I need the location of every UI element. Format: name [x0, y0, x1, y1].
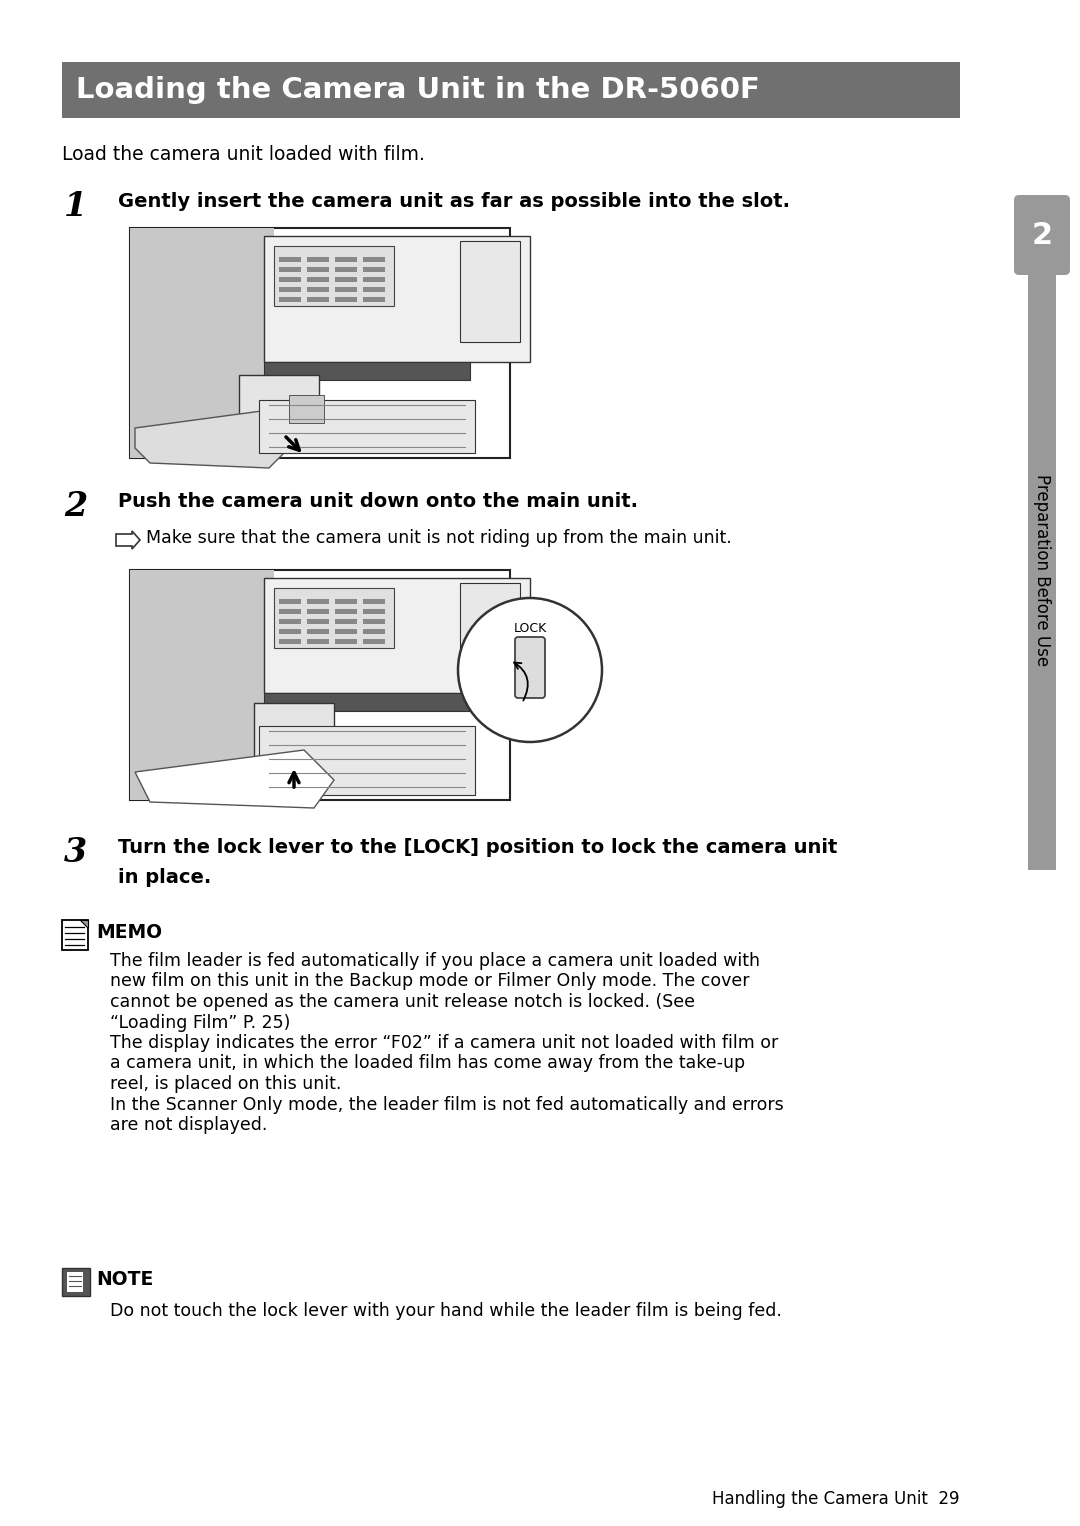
Bar: [130, 227, 510, 458]
Bar: [335, 287, 357, 291]
FancyBboxPatch shape: [515, 636, 545, 697]
Bar: [279, 298, 301, 302]
Text: are not displayed.: are not displayed.: [110, 1116, 268, 1134]
Bar: [363, 629, 384, 633]
Bar: [254, 703, 334, 758]
Text: In the Scanner Only mode, the leader film is not fed automatically and errors: In the Scanner Only mode, the leader fil…: [110, 1096, 784, 1114]
Bar: [363, 639, 384, 644]
Bar: [335, 278, 357, 282]
Bar: [62, 63, 960, 118]
Text: Gently insert the camera unit as far as possible into the slot.: Gently insert the camera unit as far as …: [118, 192, 789, 211]
Bar: [279, 629, 301, 633]
Bar: [335, 629, 357, 633]
Bar: [279, 639, 301, 644]
Text: Preparation Before Use: Preparation Before Use: [1032, 475, 1051, 665]
Bar: [289, 395, 324, 423]
Text: 2: 2: [1031, 220, 1053, 249]
Bar: [279, 287, 301, 291]
Text: Loading the Camera Unit in the DR-5060F: Loading the Camera Unit in the DR-5060F: [76, 76, 760, 104]
Text: 1: 1: [64, 191, 87, 223]
Bar: [335, 639, 357, 644]
Bar: [363, 256, 384, 262]
Text: cannot be opened as the camera unit release notch is locked. (See: cannot be opened as the camera unit rele…: [110, 993, 696, 1012]
Text: new film on this unit in the Backup mode or Filmer Only mode. The cover: new film on this unit in the Backup mode…: [110, 972, 750, 990]
Bar: [460, 241, 519, 342]
Bar: [335, 609, 357, 613]
Bar: [264, 693, 470, 711]
Text: Turn the lock lever to the [LOCK] position to lock the camera unit: Turn the lock lever to the [LOCK] positi…: [118, 838, 837, 858]
Bar: [363, 600, 384, 604]
Text: Load the camera unit loaded with film.: Load the camera unit loaded with film.: [62, 145, 424, 163]
Bar: [1028, 211, 1056, 870]
Text: The display indicates the error “F02” if a camera unit not loaded with film or: The display indicates the error “F02” if…: [110, 1035, 779, 1051]
Text: Handling the Camera Unit  29: Handling the Camera Unit 29: [713, 1489, 960, 1508]
Bar: [307, 620, 329, 624]
Bar: [239, 375, 319, 426]
Text: LOCK: LOCK: [513, 623, 546, 635]
Bar: [335, 256, 357, 262]
Text: 3: 3: [64, 836, 87, 868]
Text: Do not touch the lock lever with your hand while the leader film is being fed.: Do not touch the lock lever with your ha…: [110, 1302, 782, 1320]
Bar: [307, 256, 329, 262]
Bar: [363, 609, 384, 613]
Bar: [279, 620, 301, 624]
Bar: [307, 298, 329, 302]
Bar: [307, 639, 329, 644]
Text: reel, is placed on this unit.: reel, is placed on this unit.: [110, 1074, 341, 1093]
Polygon shape: [135, 749, 334, 807]
Bar: [264, 362, 470, 380]
Bar: [62, 1268, 90, 1296]
Bar: [279, 609, 301, 613]
Bar: [335, 298, 357, 302]
Bar: [259, 400, 475, 453]
Bar: [307, 609, 329, 613]
Bar: [130, 227, 274, 458]
Bar: [307, 287, 329, 291]
Bar: [264, 237, 530, 362]
Bar: [363, 278, 384, 282]
Text: “Loading Film” P. 25): “Loading Film” P. 25): [110, 1013, 291, 1032]
Text: The film leader is fed automatically if you place a camera unit loaded with: The film leader is fed automatically if …: [110, 952, 760, 971]
Polygon shape: [116, 531, 140, 549]
Polygon shape: [135, 407, 289, 468]
Bar: [363, 620, 384, 624]
Bar: [335, 620, 357, 624]
Bar: [67, 1273, 83, 1293]
Text: MEMO: MEMO: [96, 923, 162, 942]
Bar: [307, 629, 329, 633]
Bar: [363, 267, 384, 272]
Circle shape: [458, 598, 602, 742]
Bar: [307, 278, 329, 282]
Polygon shape: [80, 920, 87, 928]
Bar: [335, 267, 357, 272]
Bar: [279, 278, 301, 282]
Text: Make sure that the camera unit is not riding up from the main unit.: Make sure that the camera unit is not ri…: [146, 530, 732, 546]
Bar: [307, 600, 329, 604]
Bar: [264, 578, 530, 693]
Bar: [279, 267, 301, 272]
Bar: [279, 256, 301, 262]
Text: 2: 2: [64, 490, 87, 523]
Bar: [130, 571, 510, 800]
Bar: [130, 571, 274, 800]
Bar: [307, 267, 329, 272]
Bar: [460, 583, 519, 673]
Bar: [279, 600, 301, 604]
Bar: [62, 920, 87, 951]
Bar: [363, 298, 384, 302]
Bar: [335, 600, 357, 604]
FancyBboxPatch shape: [1014, 195, 1070, 275]
Bar: [363, 287, 384, 291]
Text: Push the camera unit down onto the main unit.: Push the camera unit down onto the main …: [118, 491, 638, 511]
Bar: [274, 588, 394, 649]
Text: a camera unit, in which the loaded film has come away from the take-up: a camera unit, in which the loaded film …: [110, 1054, 745, 1073]
Text: in place.: in place.: [118, 868, 212, 887]
Text: NOTE: NOTE: [96, 1270, 153, 1289]
Bar: [259, 726, 475, 795]
Bar: [274, 246, 394, 307]
